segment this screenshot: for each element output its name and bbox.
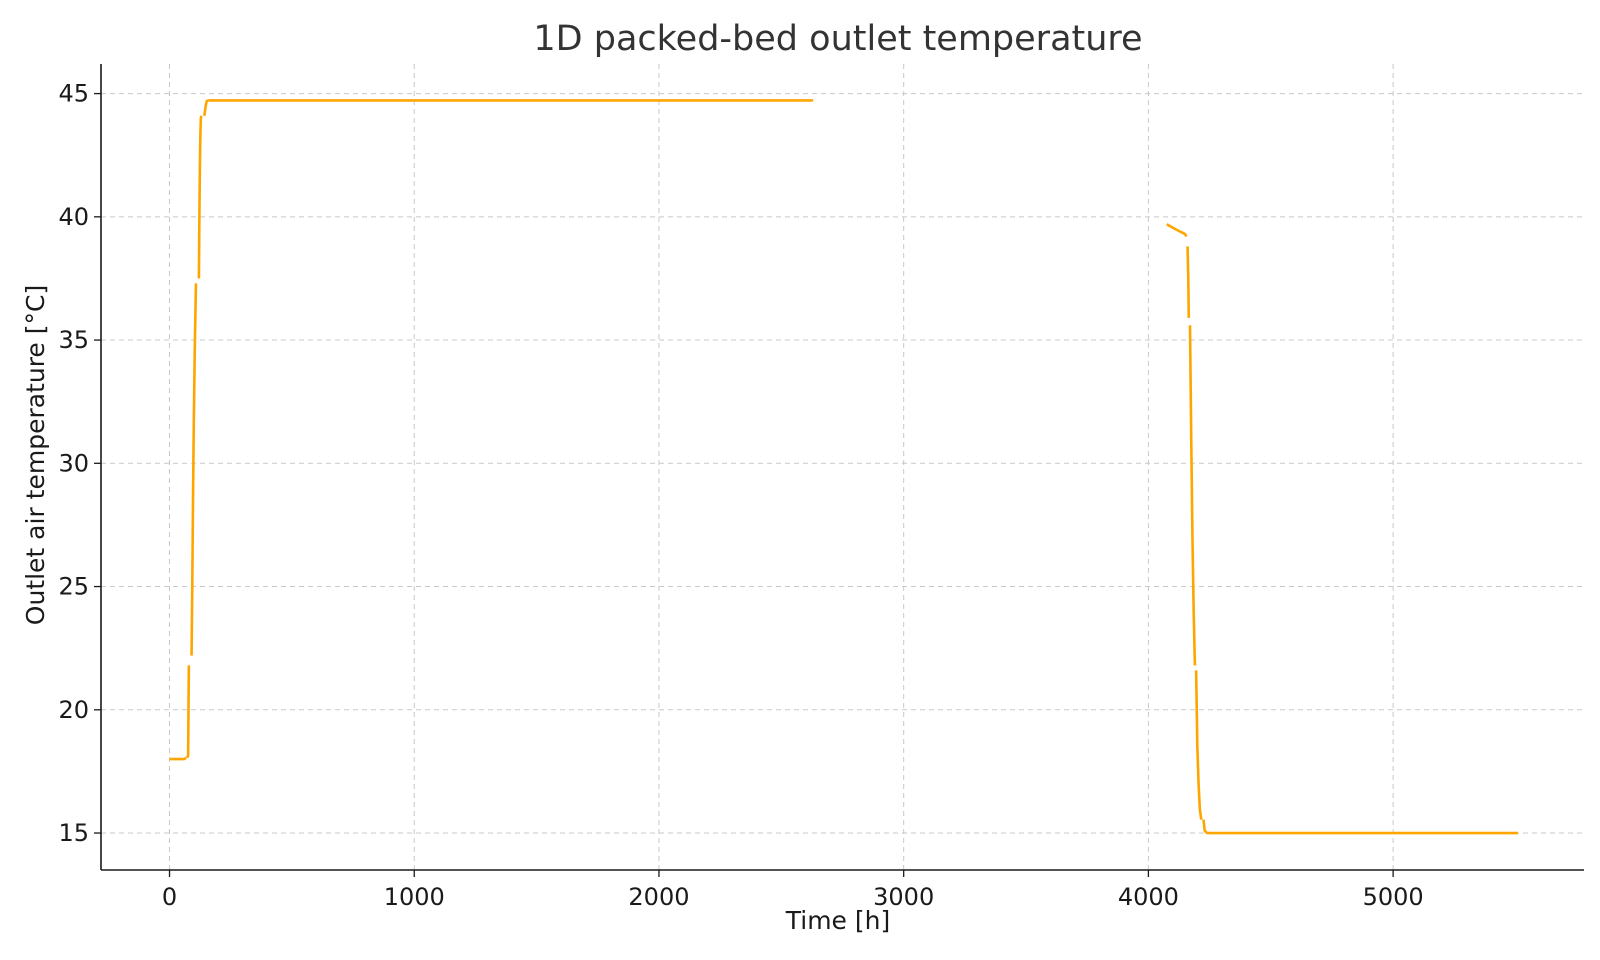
y-tick-label-3: 30 xyxy=(58,449,89,477)
chart-title: 1D packed-bed outlet temperature xyxy=(533,19,1142,59)
x-tick-label-3: 3000 xyxy=(873,883,934,911)
y-tick-label-2: 25 xyxy=(58,573,89,601)
y-tick-label-6: 45 xyxy=(58,80,89,108)
y-tick-label-5: 40 xyxy=(58,203,89,231)
series-0-segment-4 xyxy=(202,99,209,116)
series-1-segment-2 xyxy=(1188,325,1197,666)
x-tick-label-0: 0 xyxy=(162,883,177,911)
x-tick-label-2: 2000 xyxy=(628,883,689,911)
x-tick-label-5: 5000 xyxy=(1363,883,1424,911)
x-tick-label-4: 4000 xyxy=(1118,883,1179,911)
series-0-segment-2 xyxy=(190,283,198,656)
series-0-segment-3 xyxy=(197,115,203,279)
axes xyxy=(100,64,1584,871)
y-axis-label: Outlet air temperature [°C] xyxy=(21,285,50,625)
y-tick-label-0: 15 xyxy=(58,819,89,847)
ticks: 0 1000 2000 3000 4000 5000 15 20 25 30 35 40 45 xyxy=(58,80,1423,911)
series-1-segment-1 xyxy=(1186,246,1191,318)
y-tick-label-4: 35 xyxy=(58,326,89,354)
series-1-segment-0 xyxy=(1166,223,1188,238)
plot-series xyxy=(169,99,1518,835)
series-1-segment-3 xyxy=(1194,670,1203,821)
series-0-segment-1 xyxy=(185,665,191,759)
y-tick-label-1: 20 xyxy=(58,696,89,724)
x-tick-label-1: 1000 xyxy=(384,883,445,911)
series-1-segment-4 xyxy=(1202,819,1222,835)
grid xyxy=(101,64,1584,870)
series-0-segment-0 xyxy=(169,756,187,761)
x-axis-label: Time [h] xyxy=(785,906,890,935)
